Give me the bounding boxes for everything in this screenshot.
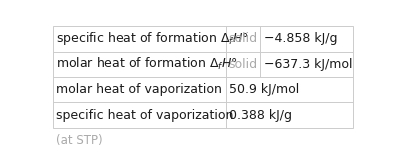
Text: solid: solid bbox=[228, 32, 257, 45]
Text: solid: solid bbox=[228, 58, 257, 71]
Text: 0.388 kJ/g: 0.388 kJ/g bbox=[229, 109, 292, 122]
Text: −637.3 kJ/mol: −637.3 kJ/mol bbox=[264, 58, 352, 71]
Bar bbox=[53, 26, 353, 128]
Text: specific heat of vaporization: specific heat of vaporization bbox=[56, 109, 234, 122]
Text: (at STP): (at STP) bbox=[56, 134, 103, 147]
Text: −4.858 kJ/g: −4.858 kJ/g bbox=[264, 32, 337, 45]
Text: molar heat of formation $\Delta_f H°$: molar heat of formation $\Delta_f H°$ bbox=[56, 56, 238, 72]
Text: molar heat of vaporization: molar heat of vaporization bbox=[56, 83, 222, 96]
Text: specific heat of formation $\Delta_f H°$: specific heat of formation $\Delta_f H°$ bbox=[56, 30, 249, 47]
Text: 50.9 kJ/mol: 50.9 kJ/mol bbox=[229, 83, 299, 96]
